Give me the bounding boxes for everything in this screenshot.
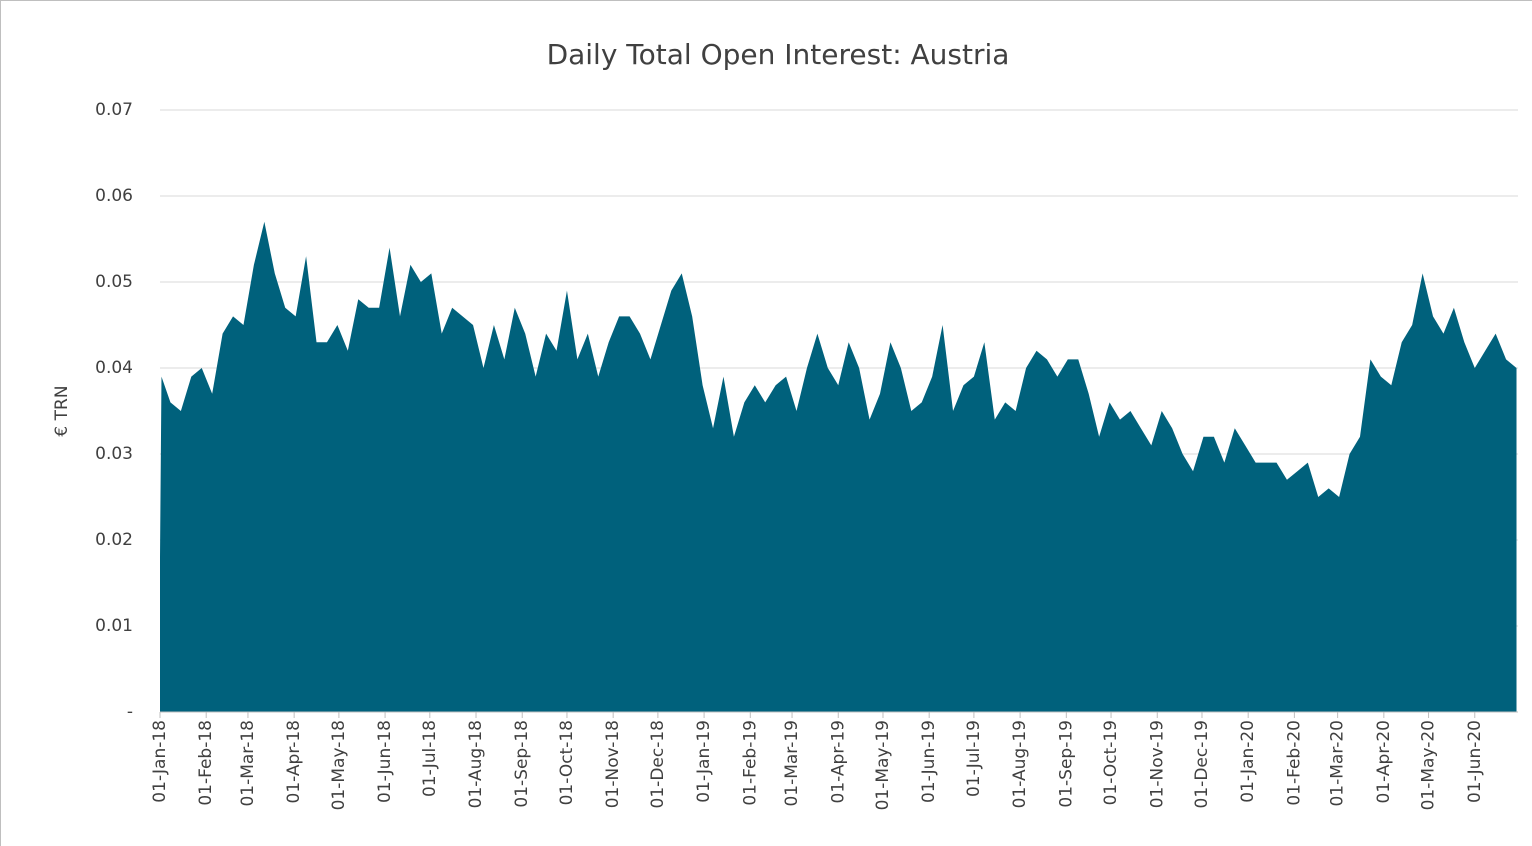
x-tick-label: 01-Oct-18 — [557, 720, 577, 805]
y-tick-label: 0.03 — [95, 444, 133, 464]
x-tick-label: 01-Feb-19 — [740, 720, 760, 806]
y-tick-label: 0.04 — [95, 358, 133, 378]
x-tick-label: 01-Nov-19 — [1147, 720, 1167, 808]
y-tick-label: 0.01 — [95, 616, 133, 636]
x-tick-label: 01-Feb-18 — [196, 720, 216, 806]
x-tick-label: 01-Aug-19 — [1010, 720, 1030, 808]
x-tick-label: 01-Mar-19 — [782, 720, 802, 807]
x-tick-label: 01-Jul-18 — [420, 720, 440, 797]
x-tick-label: 01-Sep-18 — [512, 720, 532, 808]
x-tick-label: 01-Jun-18 — [375, 720, 395, 803]
x-tick-label: 01-Dec-18 — [648, 720, 668, 808]
y-tick-label: 0.06 — [95, 186, 133, 206]
x-tick-label: 01-Mar-18 — [238, 720, 258, 807]
y-tick-label: 0.05 — [95, 272, 133, 292]
x-tick-label: 01-Sep-19 — [1056, 720, 1076, 808]
x-tick-label: 01-Jan-18 — [150, 720, 170, 803]
x-tick-label: 01-May-19 — [873, 720, 893, 810]
area — [160, 221, 1517, 713]
x-tick-label: 01-Apr-19 — [828, 720, 848, 803]
chart-title: Daily Total Open Interest: Austria — [547, 38, 1010, 71]
x-tick-label: 01-Feb-20 — [1284, 720, 1304, 806]
x-tick-label: 01-Apr-20 — [1374, 720, 1394, 803]
y-tick-label: - — [127, 702, 133, 722]
x-tick-label: 01-Oct-19 — [1101, 720, 1121, 805]
x-tick-label: 01-Jan-20 — [1238, 720, 1258, 803]
x-tick-label: 01-Aug-18 — [466, 720, 486, 808]
x-tick-label: 01-Mar-20 — [1328, 720, 1348, 807]
y-tick-label: 0.07 — [95, 100, 133, 120]
x-tick-label: 01-Dec-19 — [1192, 720, 1212, 808]
x-tick-label: 01-Jul-19 — [964, 720, 984, 797]
x-tick-label: 01-Jan-19 — [694, 720, 714, 803]
x-tick-label: 01-Jun-20 — [1465, 720, 1485, 803]
x-tick-label: 01-Apr-18 — [284, 720, 304, 803]
y-axis-label: € TRN — [52, 385, 72, 436]
x-tick-label: 01-May-20 — [1419, 720, 1439, 810]
x-tick-label: 01-May-18 — [329, 720, 349, 810]
y-tick-label: 0.02 — [95, 530, 133, 550]
x-tick-label: 01-Nov-18 — [603, 720, 623, 808]
x-tick-label: 01-Jun-19 — [919, 720, 939, 803]
